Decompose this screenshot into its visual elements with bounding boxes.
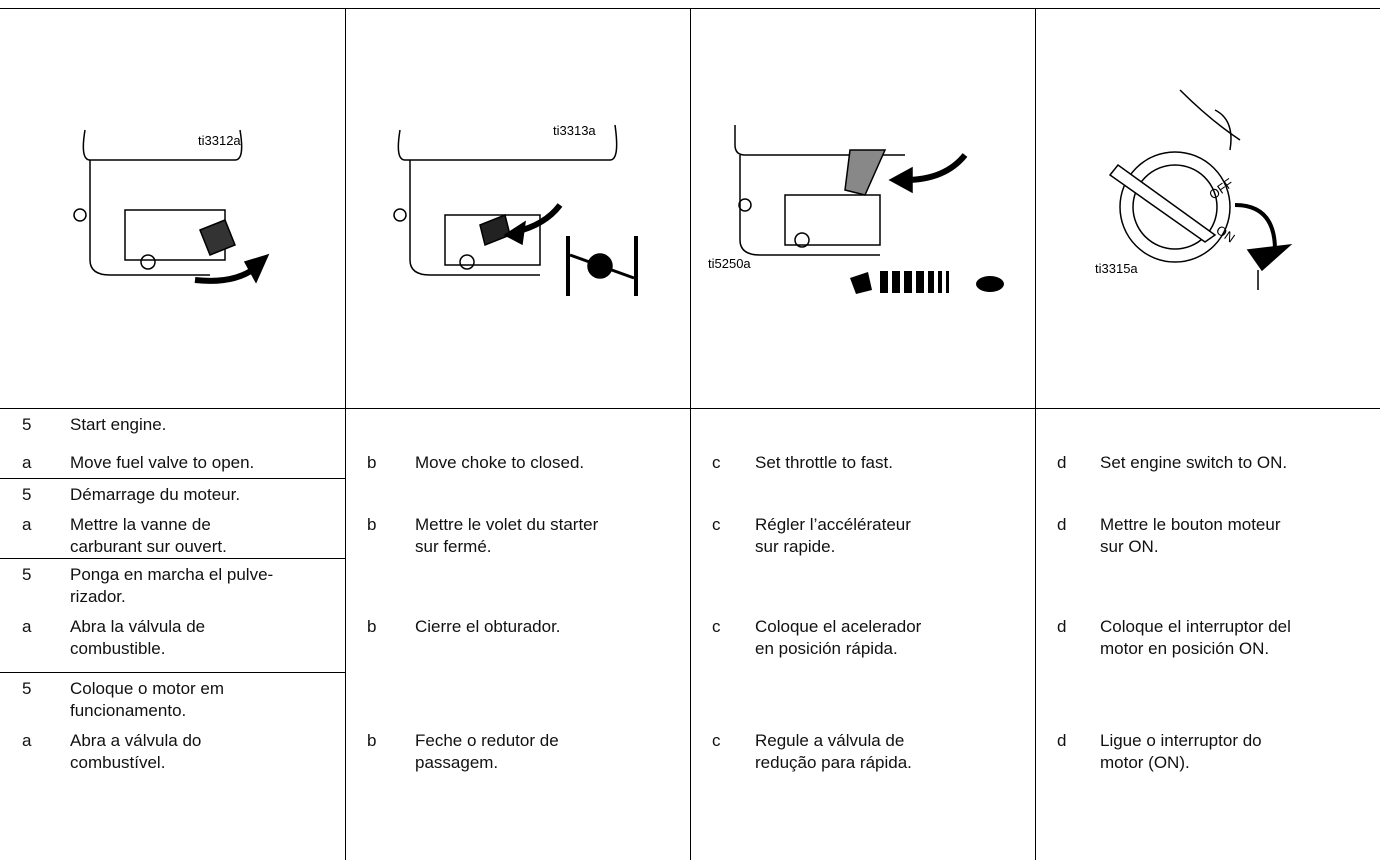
substep-letter: a [22, 515, 32, 534]
substep-text: Feche o redutor de [415, 731, 559, 750]
svg-text:OFF: OFF [1206, 175, 1236, 202]
substep-text: Coloque el acelerador [755, 617, 922, 636]
engine-switch-illustration: OFF ON ti3315a [1095, 89, 1293, 290]
rule [0, 478, 345, 479]
substep-letter: b [367, 453, 377, 472]
step-text: Start engine. [70, 415, 167, 434]
step-number: 5 [22, 415, 32, 434]
substep-letter: d [1057, 453, 1067, 472]
substep-letter: a [22, 617, 32, 636]
substep-text: en posición rápida. [755, 639, 898, 658]
rule [690, 8, 691, 860]
substep-text: sur fermé. [415, 537, 492, 556]
substep-text: sur rapide. [755, 537, 836, 556]
substep-text: Regule a válvula de [755, 731, 905, 750]
substep-letter: a [22, 453, 32, 472]
substep-letter: c [712, 515, 721, 534]
substep-text: motor (ON). [1100, 753, 1190, 772]
step-text: funcionamento. [70, 701, 187, 720]
choke-illustration: ti3313a [393, 123, 638, 296]
substep-text: passagem. [415, 753, 499, 772]
substep-text: Abra la válvula de [70, 617, 206, 636]
step-text: Coloque o motor em [70, 679, 225, 698]
figure-label: ti3312a [198, 133, 241, 148]
substep-letter: d [1057, 731, 1067, 750]
rule [0, 558, 345, 559]
substep-text: Mettre le volet du starter [415, 515, 599, 534]
step-text: Ponga en marcha el pulve- [70, 565, 274, 584]
substep-letter: a [22, 731, 32, 750]
substep-letter: d [1057, 617, 1067, 636]
substep-text: redução para rápida. [755, 753, 912, 772]
rule [345, 8, 346, 860]
substep-letter: c [712, 617, 721, 636]
rule [0, 672, 345, 673]
substep-letter: b [367, 731, 377, 750]
substep-text: combustible. [70, 639, 166, 658]
substep-text: Ligue o interruptor do [1100, 731, 1262, 750]
step-number: 5 [22, 565, 32, 584]
step-number: 5 [22, 485, 32, 504]
substep-text: Régler l’accélérateur [755, 515, 911, 534]
substep-text: carburant sur ouvert. [70, 537, 227, 556]
throttle-illustration: ti5250a [708, 125, 1004, 294]
substep-letter: b [367, 617, 377, 636]
substep-text: sur ON. [1100, 537, 1159, 556]
figure-label: ti5250a [708, 256, 751, 271]
figure-label: ti3315a [1095, 261, 1138, 276]
figure-label: ti3313a [553, 123, 596, 138]
substep-text: Abra a válvula do [70, 731, 202, 750]
substep-text: Mettre le bouton moteur [1100, 515, 1281, 534]
substep-text: motor en posición ON. [1100, 639, 1270, 658]
substep-text: Set engine switch to ON. [1100, 453, 1288, 472]
substep-text: combustível. [70, 753, 166, 772]
rule [1035, 8, 1036, 860]
step-text: Démarrage du moteur. [70, 485, 241, 504]
substep-letter: d [1057, 515, 1067, 534]
substep-text: Cierre el obturador. [415, 617, 561, 636]
substep-text: Coloque el interruptor del [1100, 617, 1291, 636]
substep-text: Set throttle to fast. [755, 453, 893, 472]
substep-letter: b [367, 515, 377, 534]
fuel-valve-illustration: ti3312a [73, 129, 270, 284]
step-text: rizador. [70, 587, 126, 606]
substep-letter: c [712, 731, 721, 750]
substep-text: Move fuel valve to open. [70, 453, 255, 472]
substep-letter: c [712, 453, 721, 472]
step-number: 5 [22, 679, 32, 698]
substep-text: Mettre la vanne de [70, 515, 211, 534]
illustrations: ti3312a ti3313a ti5250a OFF ON ti3315a [73, 89, 1293, 296]
substep-text: Move choke to closed. [415, 453, 585, 472]
